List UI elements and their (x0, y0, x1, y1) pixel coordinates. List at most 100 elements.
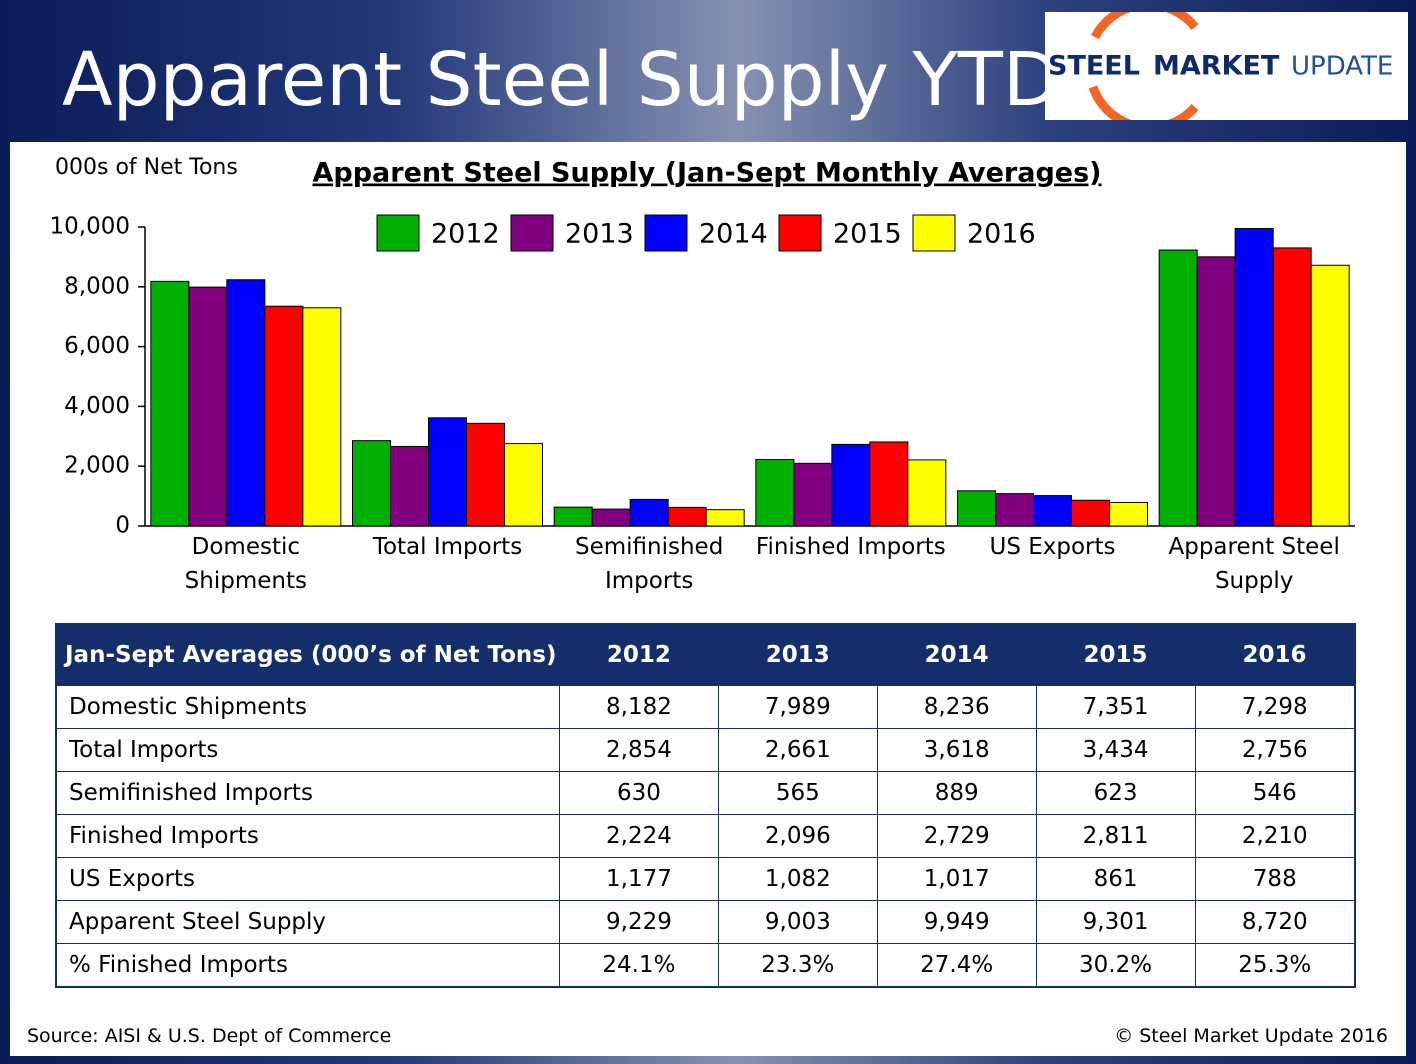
table-cell: Total Imports (55, 728, 560, 772)
table-cell: 9,301 (1035, 900, 1196, 944)
table-cell: 623 (1035, 771, 1196, 815)
table-row: Finished Imports 2,224 2,096 2,729 2,811 2,21… (55, 814, 1356, 858)
y-tick-label: 8,000 (64, 273, 130, 299)
logo-swoosh (1088, 85, 1199, 120)
table-cell: 3,618 (876, 728, 1037, 772)
x-tick-label: Apparent Steel Supply (1168, 534, 1340, 594)
table-cell: Finished Imports (55, 814, 560, 858)
legend-label: 2014 (699, 219, 768, 250)
table-row: US Exports 1,177 1,082 1,017 861 788 (55, 857, 1356, 901)
table-cell: 8,182 (559, 685, 719, 729)
bar (667, 506, 707, 527)
table-cell: 2,756 (1194, 728, 1356, 772)
table-row: Domestic Shipments 8,182 7,989 8,236 7,351 7,… (55, 685, 1356, 729)
bar (1158, 249, 1198, 527)
table-cell: 3,434 (1035, 728, 1196, 772)
table-cell: 788 (1194, 857, 1356, 901)
table-header-cell: 2013 (718, 624, 878, 686)
table-cell: 2,224 (559, 814, 719, 858)
bar (1272, 247, 1312, 527)
logo: STEEL MARKET UPDATE (1045, 12, 1408, 120)
legend-swatch (644, 214, 688, 252)
bar (188, 286, 228, 527)
bar (831, 443, 871, 527)
table-cell: 546 (1194, 771, 1356, 815)
table-cell: Domestic Shipments (55, 685, 560, 729)
bar (1234, 228, 1274, 527)
slide-title: Apparent Steel Supply YTD (62, 37, 1060, 123)
table-cell: 23.3% (717, 943, 878, 988)
y-tick-label: 4,000 (64, 393, 130, 419)
x-tick-label: Total Imports (372, 534, 523, 560)
bar (995, 493, 1034, 527)
table-cell: 7,298 (1194, 685, 1356, 729)
table-cell: 2,661 (717, 728, 878, 772)
table-cell: 8,720 (1194, 900, 1356, 944)
bar (150, 280, 190, 527)
table-cell: Apparent Steel Supply (55, 900, 560, 944)
table-cell: 27.4% (876, 943, 1037, 988)
bar (1310, 264, 1350, 527)
table-cell: 25.3% (1194, 943, 1356, 988)
logo-art: STEEL MARKET UPDATE (1048, 12, 1393, 120)
table-cell: 24.1% (559, 943, 719, 988)
table-cell: 630 (559, 771, 719, 815)
x-tick-label: Domestic Shipments (184, 534, 307, 594)
bar (226, 279, 266, 527)
table-cell: 2,811 (1035, 814, 1196, 858)
y-axis-label: 000s of Net Tons (55, 155, 238, 180)
table-cell: 7,989 (717, 685, 878, 729)
bar (907, 459, 947, 527)
table-row: Apparent Steel Supply 9,229 9,003 9,949 9,30… (55, 900, 1356, 944)
bar (957, 490, 996, 527)
table-row: Semifinished Imports 630 565 889 623 546 (55, 771, 1356, 815)
bar (302, 307, 342, 527)
x-tick-label: Finished Imports (755, 534, 946, 560)
bar (755, 459, 795, 527)
legend-label: 2015 (833, 219, 902, 250)
table-row: % Finished Imports 24.1% 23.3% 27.4% 30.2% 25… (55, 943, 1356, 988)
table-cell: 2,854 (559, 728, 719, 772)
y-tick-label: 6,000 (64, 333, 130, 359)
bar (793, 462, 833, 527)
y-tick-label: 2,000 (64, 453, 130, 479)
table-header-cell: 2014 (877, 624, 1037, 686)
source: Source: AISI & U.S. Dept of Commerce (27, 1025, 392, 1047)
table-cell: 1,082 (717, 857, 878, 901)
copyright: © Steel Market Update 2016 (1114, 1025, 1388, 1047)
bar (504, 443, 543, 527)
table-cell: 30.2% (1035, 943, 1196, 988)
table-row: Total Imports 2,854 2,661 3,618 3,434 2,756 (55, 728, 1356, 772)
table-cell: % Finished Imports (55, 943, 560, 988)
table-cell: US Exports (55, 857, 560, 901)
logo-text: MARKET (1153, 51, 1280, 82)
table-cell: 861 (1035, 857, 1196, 901)
table-cell: 9,949 (876, 900, 1037, 944)
legend-swatch (376, 214, 420, 252)
table-cell: 565 (717, 771, 878, 815)
y-tick-label: 0 (115, 513, 130, 539)
bar (1196, 256, 1236, 527)
table-cell: 1,177 (559, 857, 719, 901)
legend-label: 2013 (565, 219, 634, 250)
x-tick-label: Semifinished Imports (575, 534, 724, 594)
table-cell: 9,229 (559, 900, 719, 944)
bar (428, 417, 467, 527)
logo-swoosh (1091, 12, 1199, 40)
table-cell: 7,351 (1035, 685, 1196, 729)
table-cell: Semifinished Imports (55, 771, 560, 815)
bar (591, 508, 631, 527)
bar (869, 441, 909, 527)
legend-swatch (778, 214, 822, 252)
chart-title: Apparent Steel Supply (Jan-Sept Monthly … (312, 158, 1101, 189)
chart: 000s of Net Tons Apparent Steel Supply (… (50, 155, 1355, 539)
table-cell: 889 (876, 771, 1037, 815)
bar (629, 498, 669, 527)
data-table: Jan-Sept Averages (000’s of Net Tons) 201… (55, 623, 1356, 988)
logo-text: STEEL (1048, 51, 1140, 82)
bar (553, 506, 593, 527)
table-cell: 2,096 (717, 814, 878, 858)
table-header-cell: 2012 (559, 624, 719, 686)
table-header-cell: 2015 (1036, 624, 1195, 686)
